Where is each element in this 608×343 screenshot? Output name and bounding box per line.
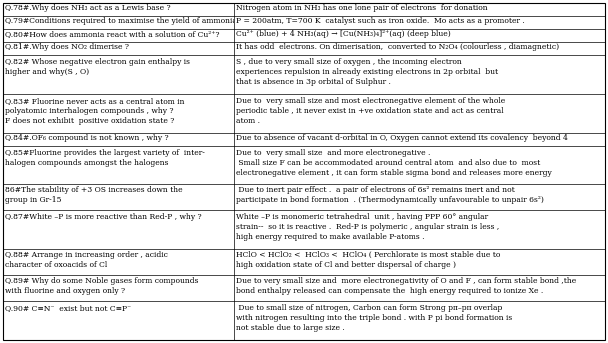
Text: Q.79#Conditions required to maximise the yield of ammonia.: Q.79#Conditions required to maximise the… <box>5 17 240 25</box>
Text: Q.84#.OF₆ compound is not known , why ?: Q.84#.OF₆ compound is not known , why ? <box>5 134 169 142</box>
Text: White –P is monomeric tetrahedral  unit , having PPP 60° angular
strain--  so it: White –P is monomeric tetrahedral unit ,… <box>236 213 499 241</box>
Text: Due to small size of nitrogen, Carbon can form Strong pπ–pπ overlap
with nitroge: Due to small size of nitrogen, Carbon ca… <box>236 304 513 332</box>
Text: Cu²⁺ (blue) + 4 NH₃(aq) → [Cu(NH₃)₄]²⁺(aq) (deep blue): Cu²⁺ (blue) + 4 NH₃(aq) → [Cu(NH₃)₄]²⁺(a… <box>236 30 451 38</box>
Text: Due to inert pair effect .  a pair of electrons of 6s² remains inert and not
par: Due to inert pair effect . a pair of ele… <box>236 186 544 204</box>
Text: Q.87#White –P is more reactive than Red-P , why ?: Q.87#White –P is more reactive than Red-… <box>5 213 202 221</box>
Text: It has odd  electrons. On dimerisation,  converted to N₂O₄ (colourless , diamagn: It has odd electrons. On dimerisation, c… <box>236 43 559 51</box>
Text: 86#The stability of +3 OS increases down the
group in Gr-15: 86#The stability of +3 OS increases down… <box>5 186 183 204</box>
Text: Q.80#How does ammonia react with a solution of Cu²⁺?: Q.80#How does ammonia react with a solut… <box>5 30 220 38</box>
Text: Nitrogen atom in NH₃ has one lone pair of electrons  for donation: Nitrogen atom in NH₃ has one lone pair o… <box>236 4 488 12</box>
Text: S , due to very small size of oxygen , the incoming electron
experiences repulsi: S , due to very small size of oxygen , t… <box>236 58 498 86</box>
Text: Due to very small size and  more electronegativity of O and F , can form stable : Due to very small size and more electron… <box>236 277 576 295</box>
Text: Q.78#.Why does NH₃ act as a Lewis base ?: Q.78#.Why does NH₃ act as a Lewis base ? <box>5 4 171 12</box>
Text: Q.85#Fluorine provides the largest variety of  inter-
halogen compounds amongst : Q.85#Fluorine provides the largest varie… <box>5 149 206 167</box>
Text: Due to  very small size  and more electronegative .
 Small size F can be accommo: Due to very small size and more electron… <box>236 149 551 177</box>
Text: P = 200atm, T=700 K  catalyst such as iron oxide.  Mo acts as a promoter .: P = 200atm, T=700 K catalyst such as iro… <box>236 17 525 25</box>
Text: Q.88# Arrange in increasing order , acidic
character of oxoacids of Cl: Q.88# Arrange in increasing order , acid… <box>5 251 168 269</box>
Text: Q.90# C≡N⁻  exist but not C≡P⁻: Q.90# C≡N⁻ exist but not C≡P⁻ <box>5 304 131 312</box>
Text: Q.83# Fluorine never acts as a central atom in
polyatomic interhalogen compounds: Q.83# Fluorine never acts as a central a… <box>5 97 185 125</box>
Text: Q.81#.Why does NO₂ dimerise ?: Q.81#.Why does NO₂ dimerise ? <box>5 43 130 51</box>
Text: Q.89# Why do some Noble gases form compounds
with fluorine and oxygen only ?: Q.89# Why do some Noble gases form compo… <box>5 277 199 295</box>
Text: HClO < HClO₂ <  HClO₃ <  HClO₄ ( Perchlorate is most stable due to
high oxidatio: HClO < HClO₂ < HClO₃ < HClO₄ ( Perchlora… <box>236 251 500 269</box>
Text: Q.82# Whose negative electron gain enthalpy is
higher and why(S , O): Q.82# Whose negative electron gain entha… <box>5 58 190 76</box>
Text: Due to  very small size and most electronegative element of the whole
periodic t: Due to very small size and most electron… <box>236 97 505 125</box>
Text: Due to absence of vacant d-orbital in O, Oxygen cannot extend its covalency  bey: Due to absence of vacant d-orbital in O,… <box>236 134 568 142</box>
